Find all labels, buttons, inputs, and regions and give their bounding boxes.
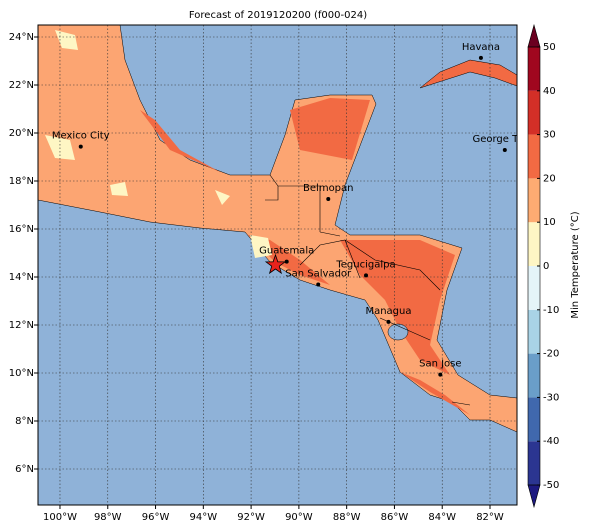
colorbar-tick-label: -20 bbox=[543, 349, 559, 360]
colorbar-bin bbox=[528, 353, 540, 398]
colorbar-tick-label: 40 bbox=[543, 86, 556, 97]
lon-tick-label: 82°W bbox=[476, 512, 504, 523]
cuba bbox=[419, 59, 517, 89]
lon-tick-label: 86°W bbox=[381, 512, 409, 523]
city-label: San Jose bbox=[419, 359, 461, 370]
lake bbox=[387, 323, 409, 341]
colorbar-tick-label: 0 bbox=[543, 261, 549, 272]
borders bbox=[265, 174, 471, 406]
colorbar-bin bbox=[528, 222, 540, 266]
lon-tick-label: 94°W bbox=[190, 512, 218, 523]
star-marker bbox=[264, 253, 287, 275]
city-label: Belmopan bbox=[303, 183, 353, 194]
lat-tick-label: 16°N bbox=[9, 224, 34, 235]
colorbar-over bbox=[527, 23, 541, 48]
map-title: Forecast of 2019120200 (f000-024) bbox=[189, 10, 367, 21]
lon-tick-label: 88°W bbox=[333, 512, 361, 523]
lon-tick-label: 100°W bbox=[43, 512, 77, 523]
lat-tick-label: 22°N bbox=[9, 80, 34, 91]
lat-tick-label: 18°N bbox=[9, 176, 34, 187]
lon-tick-label: 96°W bbox=[142, 512, 170, 523]
colorbar-bin bbox=[528, 397, 540, 442]
city-label: Havana bbox=[462, 42, 500, 53]
colorbar-tick-label: -50 bbox=[543, 480, 559, 491]
lat-tick-label: 6°N bbox=[15, 464, 34, 475]
colorbar-bin bbox=[528, 266, 540, 310]
lat-tick-label: 20°N bbox=[9, 128, 34, 139]
lon-tick-label: 98°W bbox=[94, 512, 122, 523]
land-warm bbox=[140, 98, 470, 415]
lat-tick-label: 12°N bbox=[9, 320, 34, 331]
city-dot bbox=[502, 148, 507, 153]
map-frame bbox=[37, 24, 518, 506]
lat-tick-label: 14°N bbox=[9, 272, 34, 283]
colorbar-tick-label: 30 bbox=[543, 130, 556, 141]
colorbar-tick-label: -30 bbox=[543, 392, 559, 403]
city-dot bbox=[284, 259, 289, 264]
lon-tick-label: 92°W bbox=[237, 512, 265, 523]
colorbar-label: Min Temperature (°C) bbox=[570, 211, 581, 318]
lat-tick-label: 10°N bbox=[9, 368, 34, 379]
lon-tick-label: 90°W bbox=[285, 512, 313, 523]
colorbar-bin bbox=[528, 441, 540, 485]
lat-tick-label: 24°N bbox=[9, 32, 34, 43]
city-label: Managua bbox=[365, 306, 411, 317]
colorbar-bin bbox=[528, 134, 540, 179]
colorbar-tick-label: 50 bbox=[543, 42, 556, 53]
city-label: George Town bbox=[472, 134, 537, 145]
colorbar-tick-label: -10 bbox=[543, 305, 559, 316]
colorbar-under bbox=[527, 484, 541, 509]
city-label: San Salvador bbox=[285, 268, 352, 279]
city-dot bbox=[326, 197, 331, 201]
colorbar-bin bbox=[528, 47, 540, 91]
city-dot bbox=[316, 282, 321, 287]
city-dot bbox=[438, 372, 443, 377]
city-dot bbox=[364, 273, 369, 278]
city-dot bbox=[386, 319, 391, 324]
lon-tick-label: 84°W bbox=[428, 512, 456, 523]
colorbar-tick-label: 20 bbox=[543, 173, 556, 184]
colorbar-tick-label: -40 bbox=[543, 436, 559, 447]
city-dot bbox=[78, 144, 83, 149]
city-label: Mexico City bbox=[52, 131, 110, 142]
city-label: Tegucigalpa bbox=[335, 259, 395, 270]
colorbar-bin bbox=[528, 309, 540, 354]
colorbar-bin bbox=[528, 178, 540, 223]
colorbar-bin bbox=[528, 90, 540, 135]
colorbar-tick-label: 10 bbox=[543, 217, 556, 228]
city-label: Guatemala bbox=[259, 246, 314, 257]
map-area: Mexico City Havana George Town Belmopan Guat… bbox=[38, 25, 537, 505]
city-dot bbox=[478, 55, 483, 60]
lat-tick-label: 8°N bbox=[15, 416, 34, 427]
